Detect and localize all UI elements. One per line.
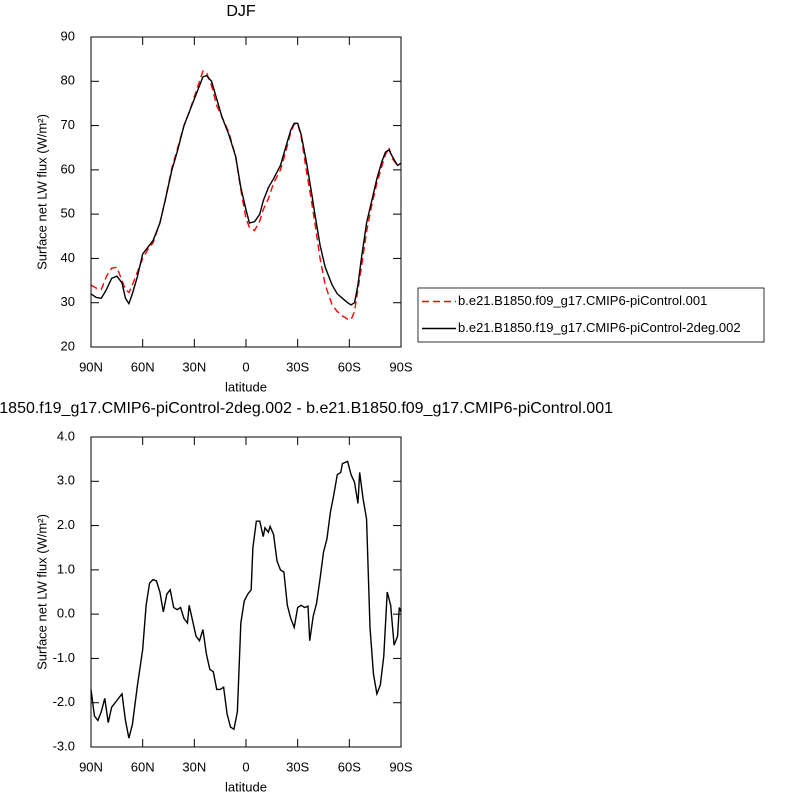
chart-title: DJF [226,3,256,20]
plot-frame [90,436,402,748]
x-tick-label: 30N [182,359,206,374]
x-axis-label: latitude [225,379,267,394]
y-tick-label: 70 [61,117,75,132]
plot-frame [90,36,402,348]
x-tick-label: 0 [242,359,249,374]
x-tick-label: 0 [242,759,249,774]
legend-label: b.e21.B1850.f19_g17.CMIP6-piControl-2deg… [458,320,741,335]
y-tick-label: 30 [61,294,75,309]
legend-box [417,287,765,343]
x-tick-label: 60N [131,359,155,374]
y-axis-label: Surface net LW flux (W/m²) [34,114,49,270]
x-tick-label: 60S [338,359,361,374]
y-tick-label: -3.0 [53,738,75,753]
data-line [90,70,402,321]
y-tick-label: 60 [61,161,75,176]
y-tick-label: 90 [61,28,75,43]
y-tick-label: -1.0 [53,650,75,665]
y-tick-label: 20 [61,338,75,353]
legend-label: b.e21.B1850.f09_g17.CMIP6-piControl.001 [458,293,707,308]
x-tick-label: 30S [286,759,309,774]
y-tick-label: 1.0 [57,561,75,576]
x-tick-label: 30S [286,359,309,374]
y-tick-label: -2.0 [53,694,75,709]
x-tick-label: 90N [79,759,103,774]
x-tick-label: 60S [338,759,361,774]
x-tick-label: 90N [79,359,103,374]
y-tick-label: 50 [61,206,75,221]
x-axis-label: latitude [225,779,267,794]
data-line [90,460,402,739]
x-tick-label: 60N [131,759,155,774]
y-tick-label: 4.0 [57,428,75,443]
x-tick-label: 90S [389,359,412,374]
y-tick-label: 80 [61,73,75,88]
data-line [90,74,402,306]
x-tick-label: 90S [389,759,412,774]
y-axis-label: Surface net LW flux (W/m²) [34,514,49,670]
y-tick-label: 2.0 [57,517,75,532]
y-tick-label: 40 [61,250,75,265]
y-tick-label: 0.0 [57,606,75,621]
chart-title: b.e21.B1850.f19_g17.CMIP6-piControl-2deg… [0,400,613,417]
x-tick-label: 30N [182,759,206,774]
y-tick-label: 3.0 [57,473,75,488]
